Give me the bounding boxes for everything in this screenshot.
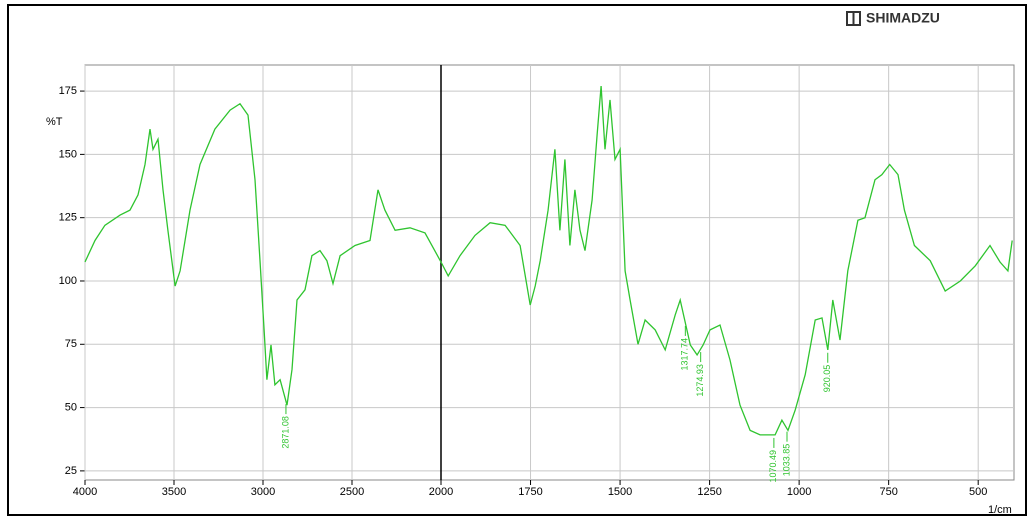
x-tick-label: 2500 bbox=[340, 486, 364, 498]
y-axis-label: %T bbox=[46, 116, 63, 128]
spectrum-line bbox=[84, 85, 1013, 436]
y-tick-label: 125 bbox=[59, 212, 77, 224]
x-tick-label: 1750 bbox=[518, 486, 542, 498]
y-tick-label: 175 bbox=[59, 85, 77, 97]
peak-label: 920.05 bbox=[822, 365, 832, 393]
peak-label: 1070.49 bbox=[768, 450, 778, 483]
y-tick-label: 150 bbox=[59, 148, 77, 160]
x-tick-label: 4000 bbox=[73, 486, 97, 498]
x-tick-label: 1500 bbox=[608, 486, 632, 498]
peak-label: 1274.93 bbox=[695, 364, 705, 397]
x-tick-label: 3500 bbox=[162, 486, 186, 498]
x-tick-label: 1250 bbox=[697, 486, 721, 498]
x-tick-label: 1000 bbox=[787, 486, 811, 498]
peak-label: 2871.08 bbox=[280, 416, 290, 449]
plot-area bbox=[84, 64, 1015, 481]
x-tick-label: 500 bbox=[969, 486, 987, 498]
x-axis-label: 1/cm bbox=[988, 504, 1012, 516]
brand-logo: SHIMADZU bbox=[846, 10, 940, 26]
y-tick-label: 75 bbox=[65, 338, 77, 350]
x-tick-label: 3000 bbox=[251, 486, 275, 498]
peak-label: 1317.74 bbox=[680, 338, 690, 371]
peak-label: 1033.85 bbox=[781, 444, 791, 477]
x-tick-label: 2000 bbox=[429, 486, 453, 498]
x-tick-label: 750 bbox=[879, 486, 897, 498]
brand: SHIMADZU bbox=[866, 10, 940, 26]
y-tick-label: 100 bbox=[59, 275, 77, 287]
y-tick-label: 50 bbox=[65, 401, 77, 413]
frame bbox=[7, 4, 1027, 516]
y-tick-label: 25 bbox=[65, 465, 77, 477]
